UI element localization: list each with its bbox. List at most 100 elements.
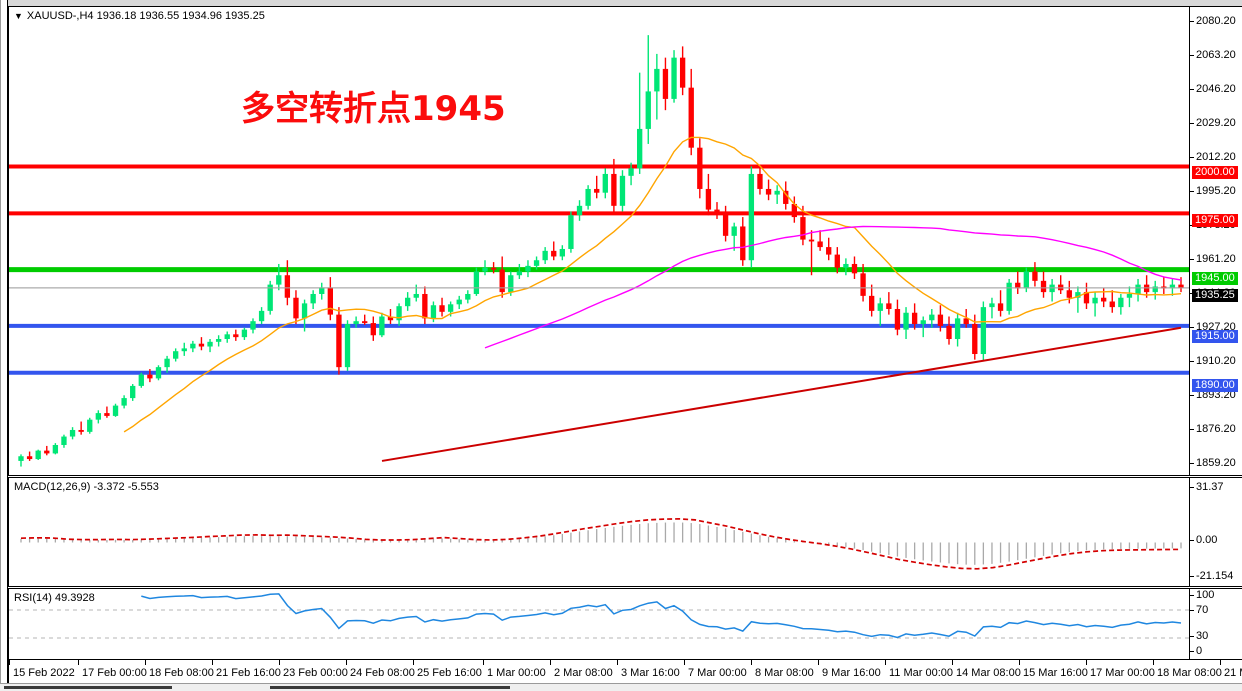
candle-body xyxy=(808,239,815,242)
tick-label: 1927.20 xyxy=(1196,321,1236,333)
candle-body xyxy=(714,209,720,214)
candle-body xyxy=(594,188,600,193)
candle-body xyxy=(757,173,763,189)
candle-body xyxy=(542,250,548,261)
tick-label: 1859.20 xyxy=(1196,457,1236,469)
price-level-tag[interactable]: 1890.00 xyxy=(1192,379,1238,392)
candle-body xyxy=(740,226,746,261)
candle-body xyxy=(258,310,265,322)
candle-body xyxy=(344,324,351,368)
candle-body xyxy=(164,358,170,368)
tick-mark xyxy=(1190,576,1194,577)
chevron-down-icon[interactable]: ▼ xyxy=(14,11,23,21)
macd-signal-line xyxy=(20,518,1182,570)
candle-body xyxy=(18,456,24,461)
window-bottom-strip xyxy=(0,683,1242,691)
candle-body xyxy=(224,334,230,340)
time-tick-mark xyxy=(78,660,79,665)
time-axis[interactable]: 15 Feb 2022 17 Feb 00:00 18 Feb 08:00 21 Fe… xyxy=(8,660,1242,683)
time-axis-label: 15 Mar 16:00 xyxy=(1023,667,1088,679)
time-tick-mark xyxy=(684,660,685,665)
candle-body xyxy=(551,250,557,257)
price-level-tag[interactable]: 1935.25 xyxy=(1192,289,1238,302)
candle-body xyxy=(181,348,187,352)
time-tick-mark xyxy=(9,660,10,665)
candle-body xyxy=(155,367,162,379)
tick-mark xyxy=(1190,55,1194,56)
candle-body xyxy=(1101,297,1107,302)
candle-body xyxy=(585,188,591,206)
candle-body xyxy=(611,173,617,206)
candle-body xyxy=(379,316,385,336)
candle-body xyxy=(989,303,995,308)
price-level-tag[interactable]: 2000.00 xyxy=(1192,166,1238,179)
time-tick-mark xyxy=(1153,660,1154,665)
time-axis-label: 23 Feb 00:00 xyxy=(283,667,348,679)
macd-axis: 31.37 0.00 -21.154 xyxy=(1190,477,1242,587)
candle-body xyxy=(1152,286,1158,293)
candle-body xyxy=(138,374,144,386)
candle-body xyxy=(190,343,196,349)
time-axis-label: 21 Mar 16:00 xyxy=(1224,667,1242,679)
macd-histogram xyxy=(20,522,1182,565)
candle-body xyxy=(310,293,316,304)
candle-body xyxy=(456,299,462,305)
candle-body xyxy=(430,305,437,319)
price-chart-pane[interactable]: ▼ XAUUSD-,H4 1936.18 1936.55 1934.96 1935… xyxy=(8,6,1190,476)
candle-body xyxy=(851,263,858,274)
time-tick-mark xyxy=(346,660,347,665)
candle-body xyxy=(628,168,634,176)
candle-body xyxy=(662,68,669,99)
candle-body xyxy=(765,188,772,195)
candle-body xyxy=(894,308,901,330)
candle-body xyxy=(791,203,797,218)
candle-body xyxy=(525,265,531,272)
candle-body xyxy=(508,275,514,293)
candle-body xyxy=(413,293,419,298)
candle-body xyxy=(886,303,892,309)
price-level-tag[interactable]: 1945.00 xyxy=(1192,272,1238,285)
tick-mark xyxy=(1190,191,1194,192)
tick-label: 1893.20 xyxy=(1196,389,1236,401)
candle-body xyxy=(1118,297,1124,308)
tick-mark xyxy=(1190,123,1194,124)
macd-label: MACD(12,26,9) -3.372 -5.553 xyxy=(14,481,159,493)
symbol-ohlc-label: XAUUSD-,H4 1936.18 1936.55 1934.96 1935.… xyxy=(26,10,265,22)
candle-body xyxy=(817,241,823,248)
candle-body xyxy=(387,316,394,321)
tick-mark xyxy=(1190,540,1194,541)
time-tick-mark xyxy=(751,660,752,665)
candle-body xyxy=(370,323,376,336)
time-tick-mark xyxy=(413,660,414,665)
candle-body xyxy=(52,444,59,454)
tick-label: 30 xyxy=(1196,630,1209,642)
rsi-line xyxy=(141,593,1182,639)
candle-body xyxy=(1023,271,1029,289)
candle-body xyxy=(903,312,909,330)
candle-body xyxy=(1169,284,1176,289)
candle-body xyxy=(173,351,179,359)
candle-body xyxy=(705,188,712,210)
candle-body xyxy=(130,385,136,399)
price-level-tag[interactable]: 1975.00 xyxy=(1192,214,1238,227)
candle-body xyxy=(490,267,497,270)
candle-body xyxy=(336,314,342,368)
price-level-tag[interactable]: 1915.00 xyxy=(1192,330,1238,343)
rsi-pane[interactable]: RSI(14) 49.3928 xyxy=(8,588,1190,660)
tick-label: 2063.20 xyxy=(1196,49,1236,61)
time-axis-label: 18 Feb 08:00 xyxy=(149,667,214,679)
candle-body xyxy=(87,419,93,432)
tick-label: 31.37 xyxy=(1196,481,1224,493)
candle-body xyxy=(860,273,866,296)
time-axis-label: 17 Feb 00:00 xyxy=(82,667,147,679)
time-axis-label: 15 Feb 2022 xyxy=(13,667,75,679)
candle-body xyxy=(284,275,291,298)
time-axis-label: 1 Mar 00:00 xyxy=(487,667,546,679)
candle-body xyxy=(946,325,952,340)
candle-body xyxy=(679,57,686,88)
candle-body xyxy=(576,205,583,216)
macd-pane[interactable]: MACD(12,26,9) -3.372 -5.553 xyxy=(8,477,1190,587)
candle-body xyxy=(95,413,101,420)
price-axis[interactable]: 2080.20 2063.20 2046.20 2029.20 2012.20 1995.… xyxy=(1190,6,1242,503)
